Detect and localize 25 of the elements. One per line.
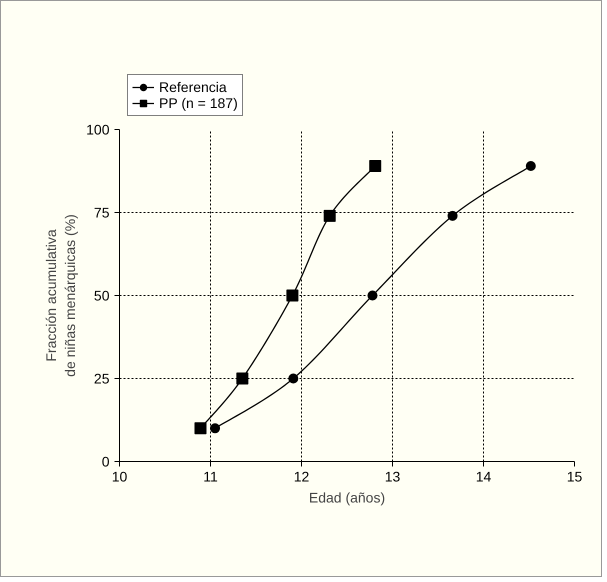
x-tick-label: 15 (566, 468, 582, 484)
y-tick-label: 0 (102, 454, 110, 470)
legend-label: PP (n = 187) (159, 95, 238, 111)
point (236, 372, 248, 384)
x-tick-label: 11 (203, 468, 218, 484)
point (288, 374, 298, 384)
x-tick-label: 12 (294, 468, 310, 484)
legend-label: Referencia (159, 79, 227, 95)
point (448, 210, 458, 221)
x-tick-label: 13 (384, 468, 400, 484)
y-axis-title: Fracción acumulativa de niñas menárquicas (%) (42, 214, 78, 377)
y-tick-label: 100 (86, 122, 110, 138)
x-tick-label: 10 (112, 468, 128, 484)
point (324, 210, 336, 222)
y-tick-label: 75 (94, 204, 110, 220)
y-tick-label: 50 (94, 288, 110, 304)
y-tick-label: 25 (94, 370, 110, 386)
point (286, 290, 298, 302)
point (526, 161, 536, 172)
x-tick-label: 14 (476, 468, 492, 484)
point (210, 423, 220, 434)
point (369, 160, 382, 172)
point (367, 290, 378, 300)
point (194, 422, 206, 434)
x-axis-title: Edad (años) (308, 490, 386, 506)
